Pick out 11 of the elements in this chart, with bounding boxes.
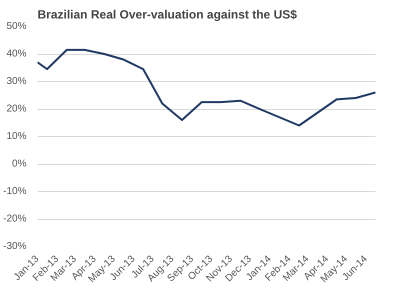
- y-tick-label: 50%: [6, 21, 27, 32]
- chart-title: Brazilian Real Over-valuation against the US$: [38, 8, 298, 22]
- y-tick-label: -20%: [3, 214, 27, 224]
- y-tick-label: -10%: [3, 186, 27, 197]
- line-series: [38, 48, 376, 126]
- y-tick-label: 20%: [6, 104, 27, 114]
- y-tick-label: 40%: [6, 48, 27, 60]
- y-tick-label: 10%: [6, 131, 27, 142]
- y-tick-label: -30%: [3, 241, 27, 252]
- y-tick-label: 30%: [6, 76, 27, 87]
- y-tick-label: 0%: [12, 158, 27, 170]
